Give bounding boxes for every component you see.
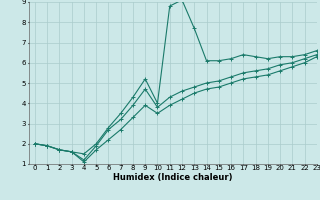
X-axis label: Humidex (Indice chaleur): Humidex (Indice chaleur) <box>113 173 233 182</box>
